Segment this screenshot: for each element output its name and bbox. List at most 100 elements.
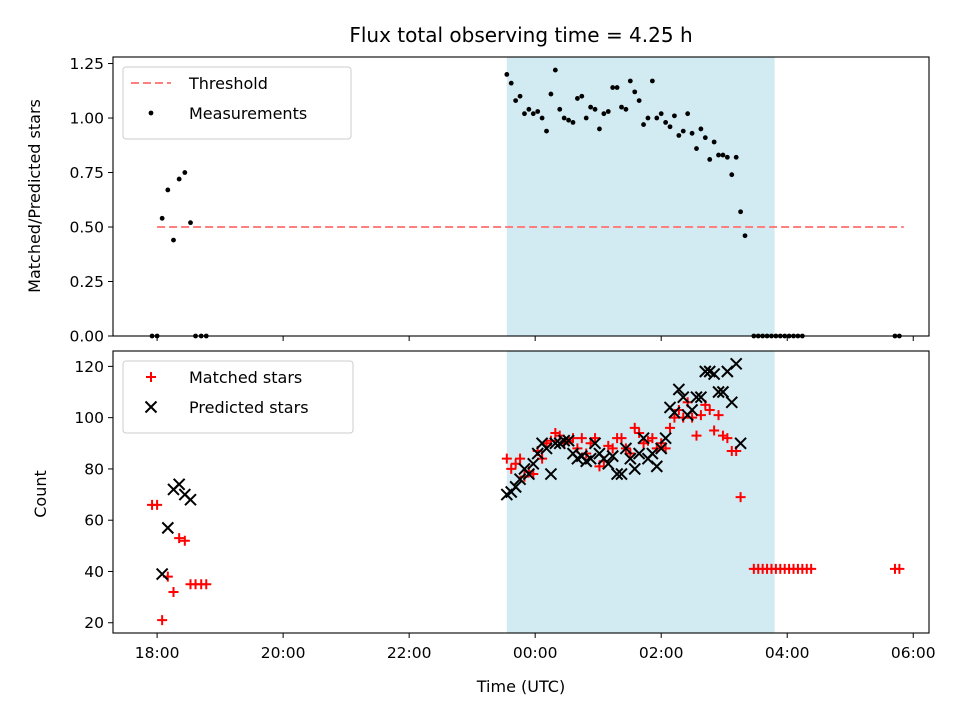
data-point [619, 442, 633, 455]
data-point [159, 215, 165, 221]
bottom-axes-frame [112, 350, 930, 634]
data-point [509, 480, 522, 494]
data-point [672, 383, 686, 396]
data-point [704, 404, 715, 415]
data-point [552, 67, 558, 73]
data-point [698, 126, 704, 132]
data-point [530, 111, 536, 117]
data-point [610, 85, 616, 90]
data-point [602, 457, 615, 471]
y-tick-label: 0.50 [69, 219, 104, 237]
data-point [725, 396, 738, 409]
top-legend: Threshold Measurements [122, 66, 352, 140]
x-tick-label: 00:00 [513, 644, 558, 662]
data-point [654, 442, 668, 455]
data-point [716, 152, 721, 158]
x-tick-label: 22:00 [387, 644, 432, 662]
data-point [615, 467, 628, 481]
data-point [650, 460, 663, 473]
data-point [649, 78, 655, 84]
legend-label: Predicted stars [189, 398, 309, 417]
data-point [647, 433, 658, 444]
y-tick-label: 0.00 [69, 328, 104, 346]
data-point [182, 170, 188, 175]
y-tick-label: 120 [74, 358, 104, 376]
data-point [702, 135, 708, 141]
data-point [711, 139, 717, 145]
data-point [576, 433, 587, 444]
data-point [632, 89, 638, 95]
data-point [562, 434, 575, 447]
legend-label: Matched stars [189, 368, 302, 387]
y-tick-label: 0.75 [69, 164, 104, 182]
data-point [663, 119, 669, 125]
legend-label: Threshold [188, 74, 268, 93]
data-point [583, 115, 589, 121]
y-tick-label: 0.25 [69, 273, 104, 291]
data-point [588, 104, 594, 110]
data-point [694, 146, 699, 151]
data-point [614, 85, 620, 90]
top-axes-frame [112, 56, 930, 337]
data-point [574, 96, 580, 101]
data-point [570, 119, 576, 125]
x-tick-label: 04:00 [765, 644, 810, 662]
data-point [735, 492, 746, 503]
data-point [544, 467, 558, 481]
data-point [504, 72, 510, 77]
y-tick-label: 40 [84, 563, 104, 581]
top-observing-span [506, 57, 775, 336]
data-point [636, 98, 642, 103]
data-point [677, 390, 690, 404]
data-point [619, 104, 624, 110]
data-point [691, 430, 702, 441]
data-point [687, 412, 698, 423]
data-point [623, 106, 629, 112]
data-point [527, 457, 540, 471]
data-point [535, 109, 541, 114]
x-tick-label: 02:00 [639, 644, 684, 662]
y-tick-label: 1.25 [69, 55, 104, 73]
data-point [733, 154, 739, 160]
data-point [513, 472, 527, 486]
legend-swatch [146, 372, 156, 382]
data-point [515, 453, 526, 464]
data-point [171, 237, 176, 243]
data-point [174, 533, 185, 544]
data-point [713, 410, 724, 421]
data-point [629, 422, 640, 433]
data-point [722, 433, 733, 444]
data-point [590, 433, 601, 444]
data-point [549, 437, 562, 450]
data-point [506, 463, 517, 474]
data-point [729, 172, 735, 178]
x-tick-label: 18:00 [135, 644, 180, 662]
chart-title: Flux total observing time = 4.25 h [349, 23, 692, 47]
data-point [519, 471, 530, 482]
data-point [637, 431, 650, 445]
data-point [539, 115, 545, 121]
top-series-dot [149, 67, 902, 339]
data-point [513, 98, 519, 103]
data-point [894, 563, 905, 574]
top-y-axis-label: Matched/Predicted stars [25, 99, 44, 293]
data-point [627, 78, 633, 84]
data-point [734, 437, 747, 450]
data-point [172, 478, 186, 491]
x-axis-label: Time (UTC) [476, 677, 565, 696]
data-point [716, 385, 730, 399]
data-point [720, 152, 726, 158]
data-point [607, 443, 618, 454]
data-point [624, 452, 637, 465]
data-point [669, 412, 680, 423]
data-point [610, 467, 624, 481]
data-point [544, 128, 549, 134]
y-tick-label: 20 [84, 614, 104, 632]
data-point [646, 447, 659, 460]
x-tick-label: 06:00 [891, 644, 936, 662]
top-panel: 0.00 0.25 0.50 0.75 1.00 1.25 Threshold Measure… [69, 55, 930, 346]
data-point [738, 209, 743, 215]
data-point [606, 449, 619, 463]
data-point [806, 563, 817, 574]
